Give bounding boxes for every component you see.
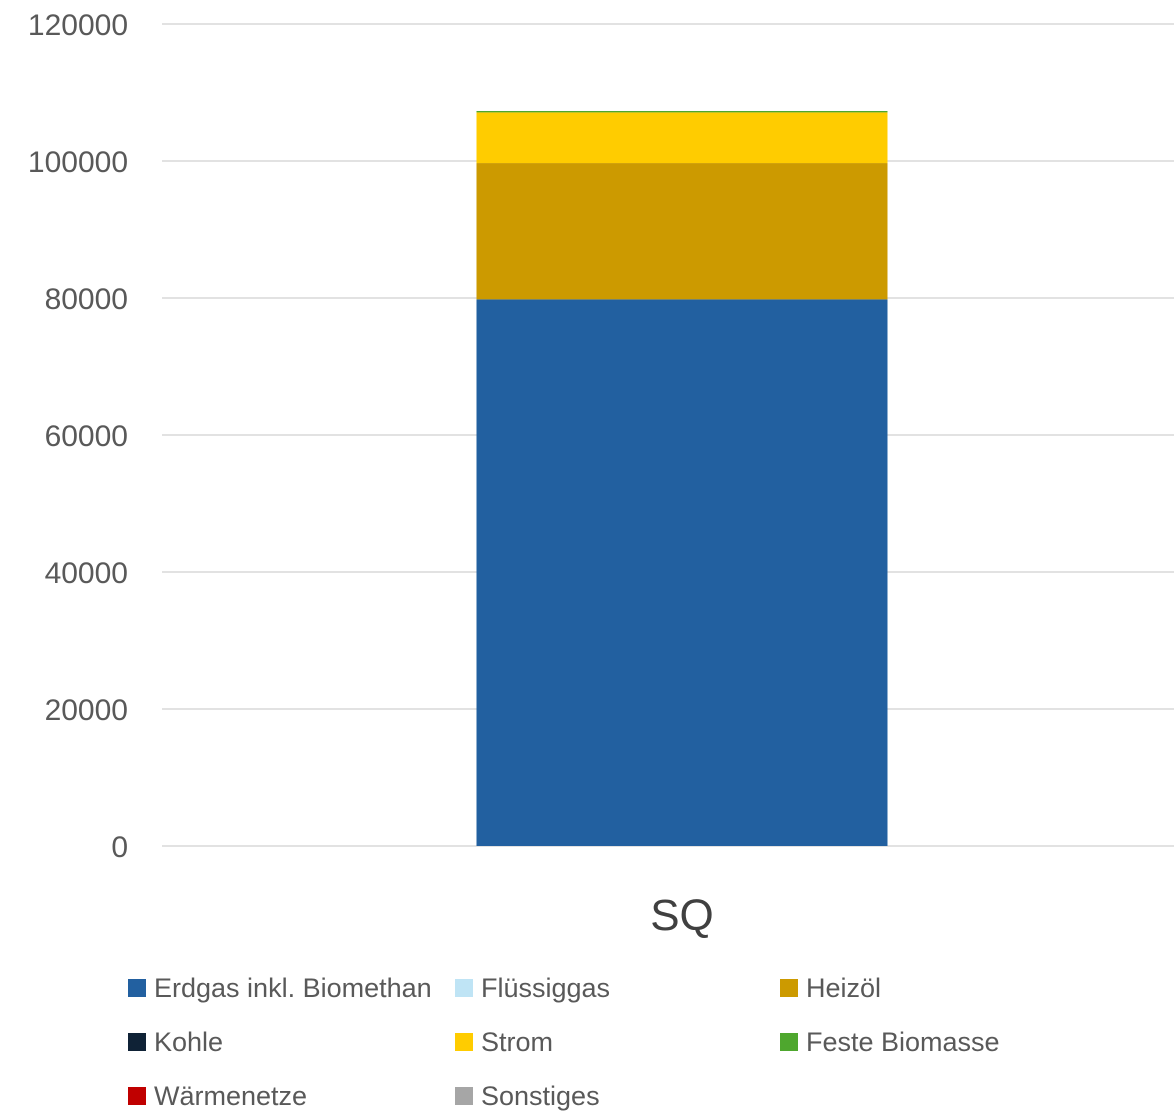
x-axis-categories: SQ <box>650 891 714 940</box>
legend-label: Heizöl <box>806 972 882 1003</box>
legend-swatch <box>780 979 798 997</box>
legend-item: Wärmenetze <box>128 1076 307 1116</box>
bar-segment-0 <box>476 299 888 846</box>
legend-item: Sonstiges <box>455 1076 600 1116</box>
y-tick-label: 0 <box>111 831 128 864</box>
legend-item: Flüssiggas <box>455 968 610 1008</box>
bar-segment-5 <box>476 110 888 113</box>
legend-swatch <box>128 1033 146 1051</box>
legend-swatch <box>455 1033 473 1051</box>
legend-label: Sonstiges <box>481 1080 600 1111</box>
y-axis-ticks: 0 20000 40000 60000 80000 100000 120000 <box>28 9 128 864</box>
legend-swatch <box>455 1087 473 1105</box>
legend-swatch <box>455 979 473 997</box>
legend-item: Kohle <box>128 1022 223 1062</box>
legend-swatch <box>128 979 146 997</box>
bar-segment-2 <box>476 163 888 300</box>
y-tick-label: 120000 <box>28 9 128 42</box>
legend-label: Wärmenetze <box>154 1080 308 1111</box>
y-tick-label: 40000 <box>45 557 128 590</box>
legend-label: Flüssiggas <box>481 972 611 1003</box>
x-category-label: SQ <box>650 891 714 940</box>
legend-item: Heizöl <box>780 968 881 1008</box>
y-tick-label: 80000 <box>45 283 128 316</box>
stacked-bar-chart: 0 20000 40000 60000 80000 100000 120000 SQ <box>28 9 1174 940</box>
legend-swatch <box>780 1033 798 1051</box>
legend-label: Erdgas inkl. Biomethan <box>154 972 432 1003</box>
y-tick-label: 20000 <box>45 694 128 727</box>
legend-item: Erdgas inkl. Biomethan <box>128 968 432 1008</box>
legend-label: Feste Biomasse <box>806 1026 1000 1057</box>
y-tick-label: 100000 <box>28 146 128 179</box>
legend-swatch <box>128 1087 146 1105</box>
legend-label: Strom <box>481 1026 554 1057</box>
bar-segment-4 <box>476 112 888 164</box>
y-tick-label: 60000 <box>45 420 128 453</box>
legend-item: Strom <box>455 1022 553 1062</box>
bars <box>476 110 888 846</box>
legend-label: Kohle <box>154 1026 224 1057</box>
legend-item: Feste Biomasse <box>780 1022 1000 1062</box>
